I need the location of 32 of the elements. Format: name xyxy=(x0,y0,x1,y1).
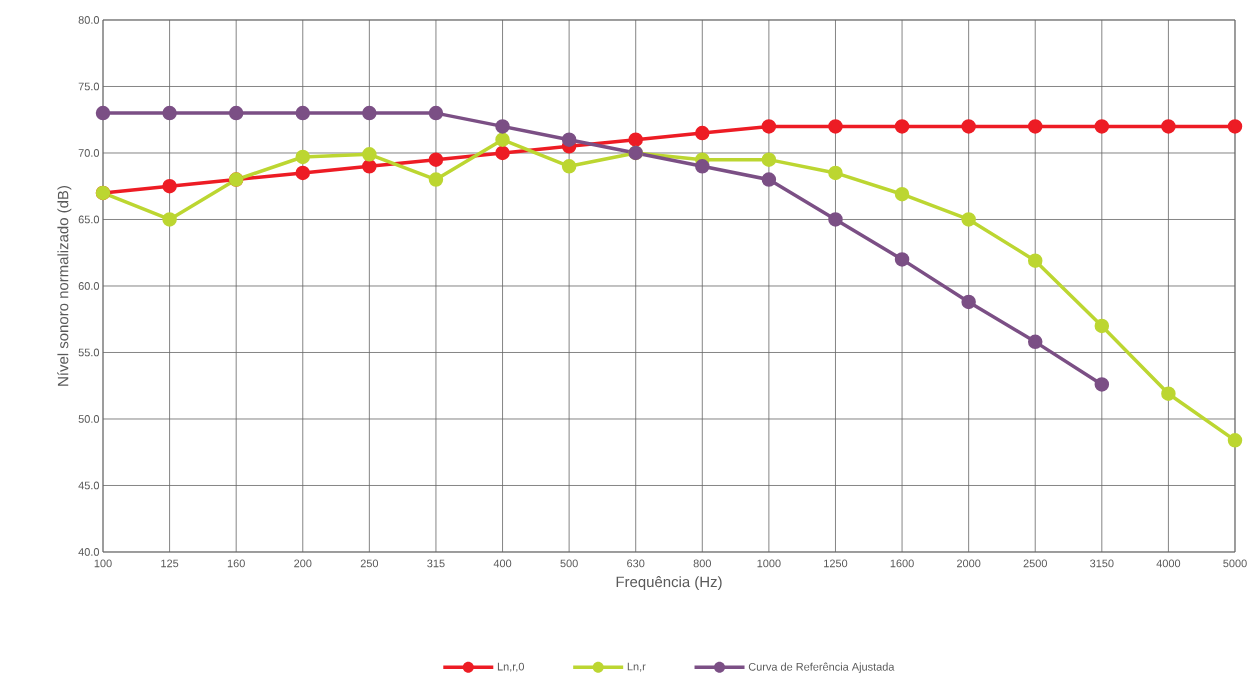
y-tick-label: 40.0 xyxy=(78,548,100,556)
y-tick-label: 50.0 xyxy=(78,415,100,423)
y-tick-label: 55.0 xyxy=(78,348,100,357)
x-tick-label: 1250 xyxy=(824,559,848,568)
x-tick-label: 125 xyxy=(161,559,179,568)
x-tick-label: 630 xyxy=(627,559,645,568)
x-tick-label: 3150 xyxy=(1090,559,1114,568)
y-tick-label: 60.0 xyxy=(78,282,100,290)
x-tick-label: 500 xyxy=(560,559,578,568)
x-tick-label: 400 xyxy=(493,559,512,568)
x-tick-label: 4000 xyxy=(1156,559,1181,568)
x-tick-label: 5000 xyxy=(1223,559,1247,568)
y-tick-label: 65.0 xyxy=(78,215,100,224)
y-axis-title: Nível sonoro normalizado (dB) xyxy=(57,186,72,386)
y-tick-label: 45.0 xyxy=(78,481,100,490)
x-tick-label: 2000 xyxy=(957,559,981,568)
x-tick-label: 315 xyxy=(427,559,445,568)
x-tick-label: 1000 xyxy=(757,559,781,568)
x-tick-label: 1600 xyxy=(890,559,914,568)
x-tick-label: 200 xyxy=(294,559,312,568)
x-tick-label: 2500 xyxy=(1023,559,1047,568)
y-tick-label: 70.0 xyxy=(78,149,100,157)
y-tick-label: 75.0 xyxy=(78,82,100,91)
legend-label: Ln,r,0 xyxy=(497,662,524,672)
legend-label: Ln,r xyxy=(627,662,646,672)
x-tick-label: 160 xyxy=(227,559,245,568)
legend-label: Curva de Referência Ajustada xyxy=(748,662,895,673)
y-tick-label: 80.0 xyxy=(78,16,100,24)
x-tick-label: 250 xyxy=(360,559,379,568)
x-axis-title: Frequência (Hz) xyxy=(616,576,722,591)
x-tick-label: 800 xyxy=(693,559,711,568)
x-tick-label: 100 xyxy=(94,559,112,568)
